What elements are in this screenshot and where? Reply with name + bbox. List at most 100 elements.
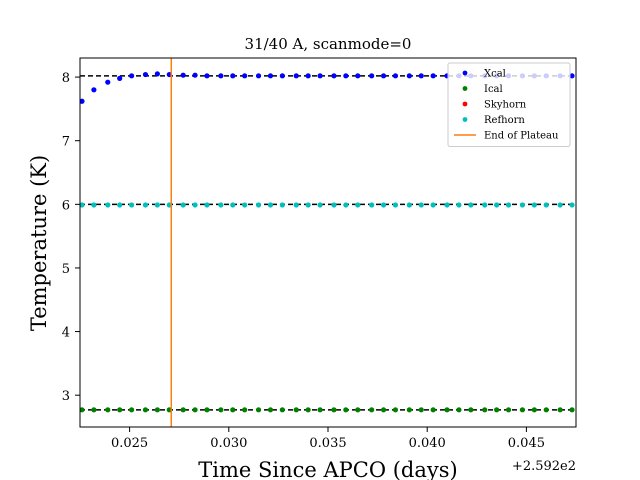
point-xcal-25 xyxy=(392,73,399,79)
point-refhorn-19 xyxy=(317,202,323,208)
point-ical-25 xyxy=(392,407,399,413)
point-refhorn-13 xyxy=(242,202,248,208)
point-xcal-6 xyxy=(154,71,160,77)
point-refhorn-37 xyxy=(543,202,549,208)
point-xcal-22 xyxy=(355,73,361,79)
point-refhorn-9 xyxy=(192,202,198,208)
point-ical-33 xyxy=(494,407,500,413)
point-ical-17 xyxy=(293,407,299,413)
point-refhorn-28 xyxy=(430,202,436,208)
point-ical-1 xyxy=(91,407,97,413)
point-ical-30 xyxy=(456,407,462,413)
axes: 0.025 0.030 0.035 0.040 0.045 3 4 5 6 7 8 xyxy=(62,57,577,451)
point-ical-35 xyxy=(519,407,526,413)
point-ical-18 xyxy=(305,407,311,413)
point-xcal-27 xyxy=(418,73,424,79)
legend-swatch-skyhorn xyxy=(462,101,468,107)
point-ical-28 xyxy=(430,407,436,413)
point-xcal-13 xyxy=(242,73,248,79)
point-refhorn-29 xyxy=(444,202,450,208)
y-tick-label-4: 7 xyxy=(62,135,70,150)
point-refhorn-24 xyxy=(380,202,387,208)
point-ical-8 xyxy=(180,407,186,413)
point-xcal-11 xyxy=(218,73,224,79)
point-refhorn-6 xyxy=(154,202,160,208)
legend-swatch-ical xyxy=(462,86,468,91)
point-ical-20 xyxy=(331,407,337,413)
point-refhorn-18 xyxy=(305,202,311,208)
point-xcal-2 xyxy=(105,79,111,85)
y-tick-label-1: 4 xyxy=(62,326,70,341)
y-tick-label-0: 3 xyxy=(62,389,70,404)
point-xcal-18 xyxy=(305,73,311,79)
point-xcal-20 xyxy=(331,73,337,79)
point-xcal-26 xyxy=(406,73,412,79)
legend-swatch-xcal xyxy=(462,70,468,76)
point-ical-36 xyxy=(531,407,537,413)
point-ical-10 xyxy=(204,407,210,413)
point-refhorn-11 xyxy=(218,202,224,208)
x-tick-label-2: 0.035 xyxy=(309,436,346,451)
point-ical-14 xyxy=(255,407,262,413)
point-refhorn-32 xyxy=(482,202,488,208)
point-ical-23 xyxy=(369,407,375,413)
point-xcal-3 xyxy=(117,75,123,81)
point-refhorn-4 xyxy=(128,202,135,208)
point-refhorn-20 xyxy=(331,202,337,208)
point-xcal-21 xyxy=(343,73,349,79)
point-ical-31 xyxy=(468,407,474,413)
point-ical-16 xyxy=(279,407,285,413)
point-ical-22 xyxy=(355,407,361,413)
point-refhorn-8 xyxy=(180,202,186,208)
point-refhorn-31 xyxy=(468,202,474,208)
point-ical-0 xyxy=(80,407,85,413)
y-tick-label-3: 6 xyxy=(62,198,70,213)
point-ical-6 xyxy=(154,407,160,413)
point-ical-34 xyxy=(505,407,512,413)
point-ical-11 xyxy=(218,407,224,413)
legend-label-xcal: Xcal xyxy=(484,69,506,80)
point-ical-29 xyxy=(444,407,450,413)
legend-swatch-refhorn xyxy=(462,117,468,122)
point-refhorn-0 xyxy=(80,202,85,208)
point-refhorn-12 xyxy=(230,202,236,208)
point-refhorn-35 xyxy=(519,202,526,208)
point-refhorn-22 xyxy=(355,202,361,208)
legend-box xyxy=(447,62,571,147)
point-refhorn-25 xyxy=(392,202,399,208)
point-refhorn-27 xyxy=(418,202,424,208)
point-ical-15 xyxy=(267,407,274,413)
point-ical-19 xyxy=(317,407,323,413)
point-xcal-17 xyxy=(293,73,299,79)
chart-title: 31/40 A, scanmode=0 xyxy=(245,35,412,53)
y-axis-label: Temperature (K) xyxy=(27,155,51,331)
point-xcal-14 xyxy=(255,73,262,79)
point-ical-32 xyxy=(482,407,488,413)
point-refhorn-38 xyxy=(557,202,563,208)
x-tick-label-0: 0.025 xyxy=(111,436,148,451)
point-refhorn-17 xyxy=(293,202,299,208)
point-xcal-1 xyxy=(91,87,97,93)
point-ical-12 xyxy=(230,407,236,413)
point-xcal-0 xyxy=(80,98,85,104)
point-xcal-16 xyxy=(279,73,285,79)
x-tick-label-3: 0.040 xyxy=(409,436,446,451)
point-refhorn-34 xyxy=(505,202,512,208)
point-ical-21 xyxy=(343,407,349,413)
point-refhorn-39 xyxy=(569,202,575,208)
legend-label-refhorn: Refhorn xyxy=(484,115,525,126)
point-xcal-28 xyxy=(430,73,436,79)
point-refhorn-15 xyxy=(267,202,274,208)
point-ical-5 xyxy=(142,407,149,413)
point-ical-26 xyxy=(406,407,412,413)
point-xcal-10 xyxy=(204,73,210,79)
legend-label-ical: Ical xyxy=(484,84,503,95)
point-refhorn-23 xyxy=(369,202,375,208)
point-refhorn-30 xyxy=(456,202,462,208)
point-xcal-23 xyxy=(369,73,375,79)
point-ical-2 xyxy=(105,407,111,413)
point-refhorn-5 xyxy=(142,202,149,208)
y-tick-label-2: 5 xyxy=(62,262,70,277)
point-refhorn-36 xyxy=(531,202,537,208)
